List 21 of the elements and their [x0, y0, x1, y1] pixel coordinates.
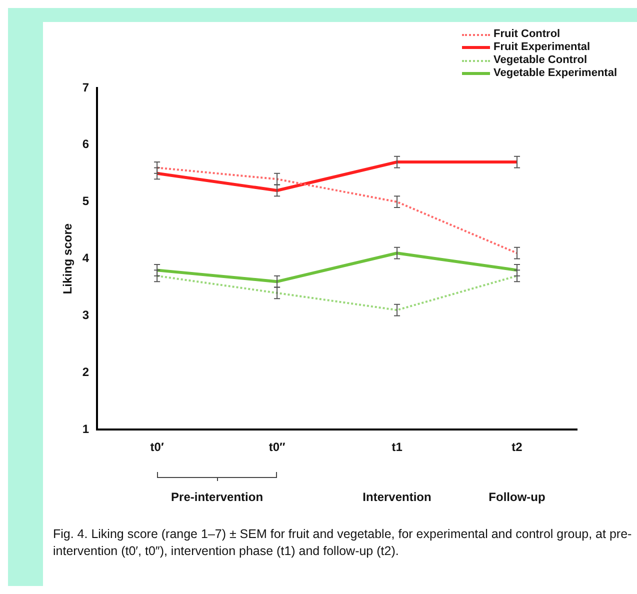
legend-label: Fruit Experimental [494, 41, 590, 54]
legend-label: Vegetable Control [494, 54, 588, 67]
x-tick-label: t2 [512, 440, 523, 454]
y-tick-label: 5 [82, 194, 90, 208]
x-tick-label: t0″ [268, 440, 286, 454]
text: Pre-intervention [170, 490, 264, 504]
legend-label: Fruit Control [494, 28, 560, 41]
y-axis-title: Liking score [60, 223, 75, 294]
caption: Fig. 4. Liking score (range 1–7) ± SEM for fruit and vegetable, for experimental and control group, at pre-intervention (t0′, t0″), intervention phase (t1) and follow-up (t2). [53, 527, 632, 558]
y-tick-label: 6 [82, 137, 90, 152]
text: Follow-up [488, 490, 546, 504]
y-tick-label: 3 [82, 308, 90, 322]
text: Intervention [362, 490, 432, 504]
legend-label: Vegetable Experimental [494, 67, 617, 80]
line-series [156, 166, 518, 254]
x-tick-label: t0′ [150, 440, 164, 454]
x-tick-label: t1 [392, 440, 403, 454]
y-tick-label: 4 [82, 251, 90, 266]
y-tick-label: 1 [82, 422, 90, 436]
y-tick-label: 7 [82, 80, 90, 94]
y-tick-label: 2 [82, 364, 90, 379]
